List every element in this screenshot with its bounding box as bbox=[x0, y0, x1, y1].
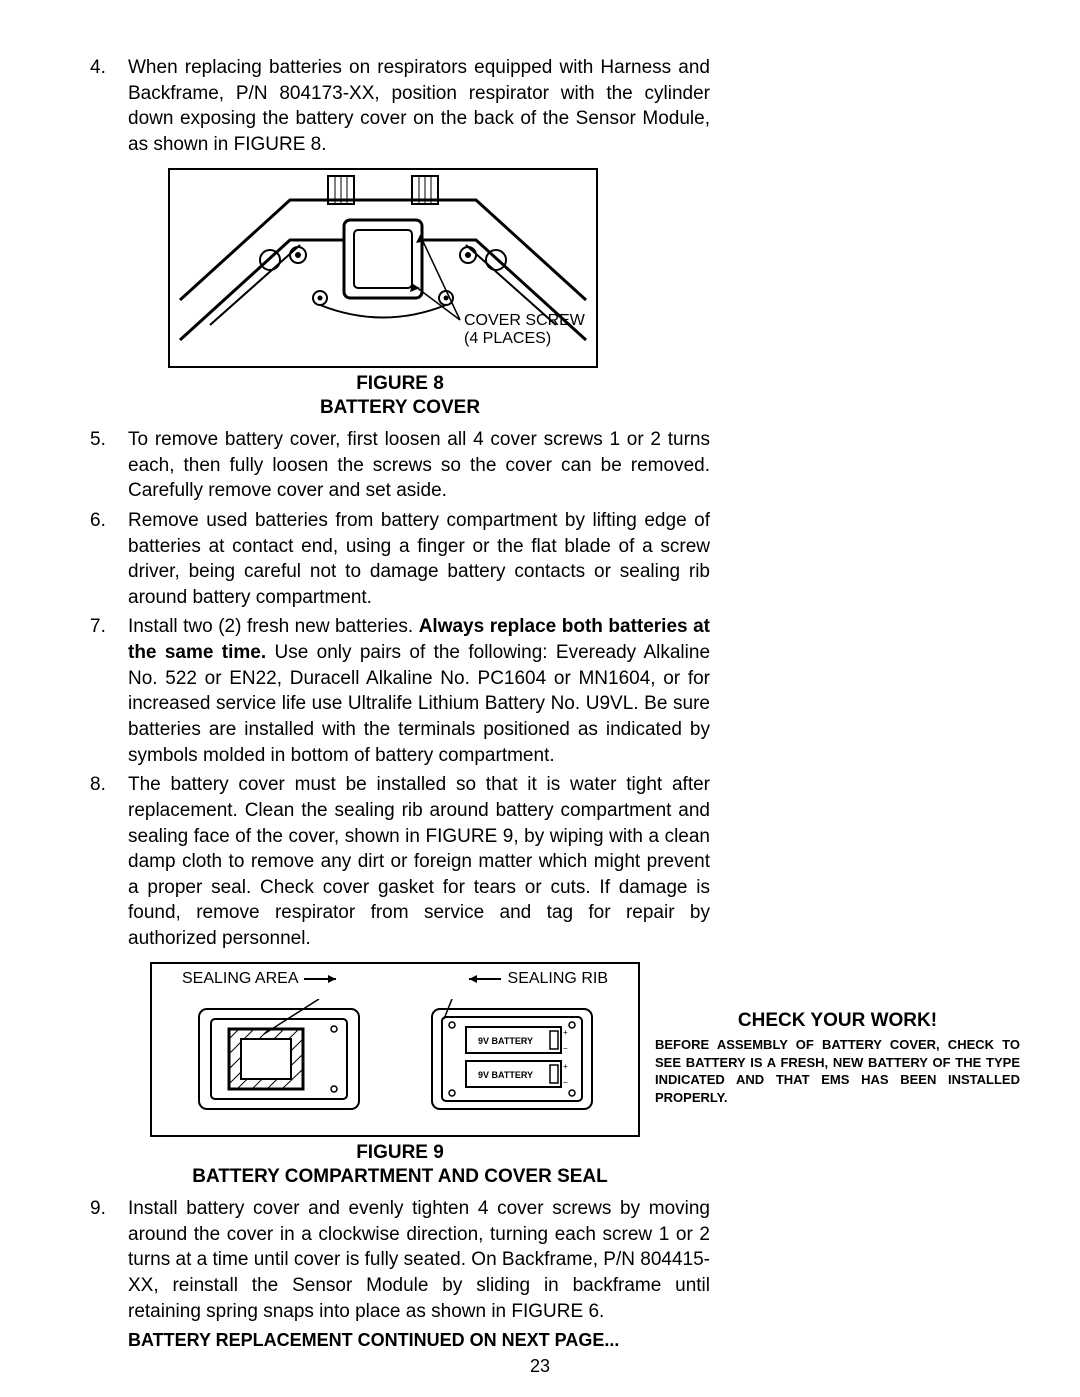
figure-8-illustration: COVER SCREW (4 PLACES) bbox=[168, 168, 598, 368]
list-number: 7. bbox=[90, 614, 128, 768]
list-number: 4. bbox=[90, 55, 128, 158]
figure-9-label-right: SEALING RIB bbox=[463, 970, 608, 988]
figure-8-caption: FIGURE 8 BATTERY COVER bbox=[90, 372, 710, 421]
check-your-work-note: CHECK YOUR WORK! BEFORE ASSEMBLY OF BATT… bbox=[655, 1010, 1020, 1106]
check-your-work-body: BEFORE ASSEMBLY OF BATTERY COVER, CHECK … bbox=[655, 1036, 1020, 1106]
figure-9-caption: FIGURE 9 BATTERY COMPARTMENT AND COVER S… bbox=[90, 1141, 710, 1190]
list-number: 5. bbox=[90, 427, 128, 504]
svg-text:9V BATTERY: 9V BATTERY bbox=[478, 1036, 533, 1046]
list-item-4: 4. When replacing batteries on respirato… bbox=[90, 55, 710, 158]
list-text: The battery cover must be installed so t… bbox=[128, 772, 710, 951]
svg-text:−: − bbox=[563, 1044, 568, 1053]
svg-text:+: + bbox=[563, 1062, 568, 1071]
continued-notice: BATTERY REPLACEMENT CONTINUED ON NEXT PA… bbox=[128, 1330, 710, 1351]
list-number: 6. bbox=[90, 508, 128, 611]
list-item-8: 8. The battery cover must be installed s… bbox=[90, 772, 710, 951]
list-item-5: 5. To remove battery cover, first loosen… bbox=[90, 427, 710, 504]
figure-9-illustration: SEALING AREA SEALING RIB bbox=[150, 962, 640, 1137]
figure-8-label-2: (4 PLACES) bbox=[464, 330, 551, 348]
svg-text:−: − bbox=[563, 1078, 568, 1087]
main-column: 4. When replacing batteries on respirato… bbox=[90, 55, 710, 1351]
figure-8-caption-line1: FIGURE 8 bbox=[90, 372, 710, 397]
list-text: To remove battery cover, first loosen al… bbox=[128, 427, 710, 504]
list-item-6: 6. Remove used batteries from battery co… bbox=[90, 508, 710, 611]
figure-8-label-1: COVER SCREW bbox=[464, 312, 585, 330]
check-your-work-title: CHECK YOUR WORK! bbox=[655, 1010, 1020, 1032]
figure-8-caption-line2: BATTERY COVER bbox=[90, 396, 710, 421]
page: 4. When replacing batteries on respirato… bbox=[0, 0, 1080, 1397]
list-text: Install battery cover and evenly tighten… bbox=[128, 1196, 710, 1324]
list-text: When replacing batteries on respirators … bbox=[128, 55, 710, 158]
svg-text:9V BATTERY: 9V BATTERY bbox=[478, 1070, 533, 1080]
figure-9-left-panel bbox=[189, 999, 369, 1119]
list-item-9: 9. Install battery cover and evenly tigh… bbox=[90, 1196, 710, 1324]
list-text: Install two (2) fresh new batteries. Alw… bbox=[128, 614, 710, 768]
figure-9-right-panel: 9V BATTERY 9V BATTERY + − + − bbox=[422, 999, 602, 1119]
figure-9-caption-line2: BATTERY COMPARTMENT AND COVER SEAL bbox=[90, 1165, 710, 1190]
list-number: 9. bbox=[90, 1196, 128, 1324]
list-text: Remove used batteries from battery compa… bbox=[128, 508, 710, 611]
list-number: 8. bbox=[90, 772, 128, 951]
figure-9-label-left: SEALING AREA bbox=[182, 970, 342, 988]
page-number: 23 bbox=[0, 1356, 1080, 1377]
figure-9-caption-line1: FIGURE 9 bbox=[90, 1141, 710, 1166]
list-item-7: 7. Install two (2) fresh new batteries. … bbox=[90, 614, 710, 768]
svg-text:+: + bbox=[563, 1028, 568, 1037]
